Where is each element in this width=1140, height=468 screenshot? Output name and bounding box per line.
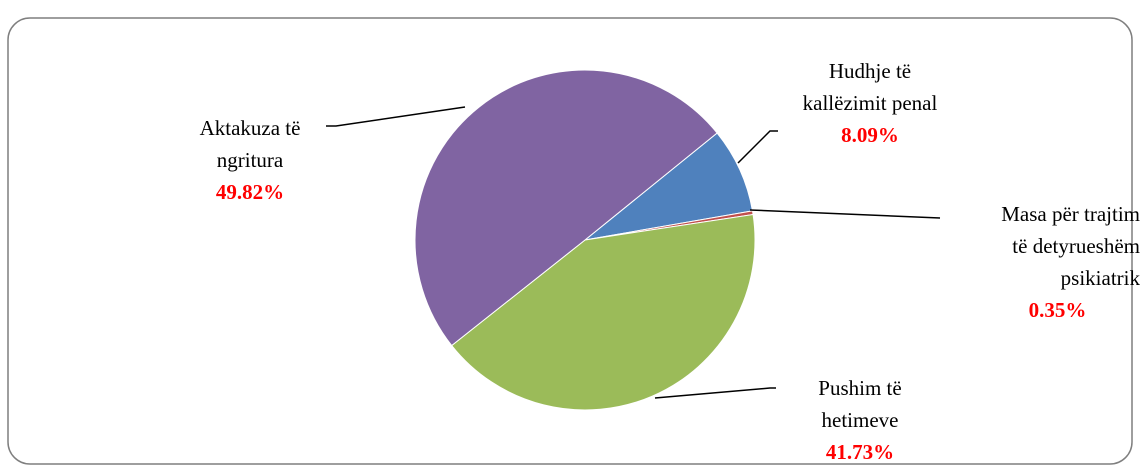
pie-slice (451, 213, 756, 411)
chart-frame (7, 17, 1133, 465)
leader-line (654, 387, 776, 399)
pie-slice (414, 69, 718, 347)
leader-lines (326, 106, 941, 399)
pie (414, 69, 756, 411)
value-label: 0.35% (1028, 298, 1087, 322)
category-label: Hudhje të kallëzimit penal (802, 59, 938, 115)
value-label: 49.82% (215, 180, 285, 204)
category-label: Aktakuza të ngritura (199, 116, 301, 172)
slice-label: Hudhje të kallëzimit penal 8.09% (770, 55, 970, 151)
leader-line (326, 106, 466, 127)
slice-label: Aktakuza të ngritura 49.82% (150, 112, 350, 208)
slice-label: Pushim të hetimeve 41.73% (760, 372, 960, 468)
leader-line (737, 130, 778, 164)
value-label: 8.09% (841, 123, 899, 147)
value-label: 41.73% (825, 440, 895, 464)
category-label: Masa për trajtim të detyrueshëm psikiatr… (1001, 202, 1140, 290)
leader-line (749, 209, 941, 219)
category-label: Pushim të hetimeve (818, 376, 902, 432)
slice-label: Masa për trajtim të detyrueshëm psikiatr… (940, 198, 1140, 326)
